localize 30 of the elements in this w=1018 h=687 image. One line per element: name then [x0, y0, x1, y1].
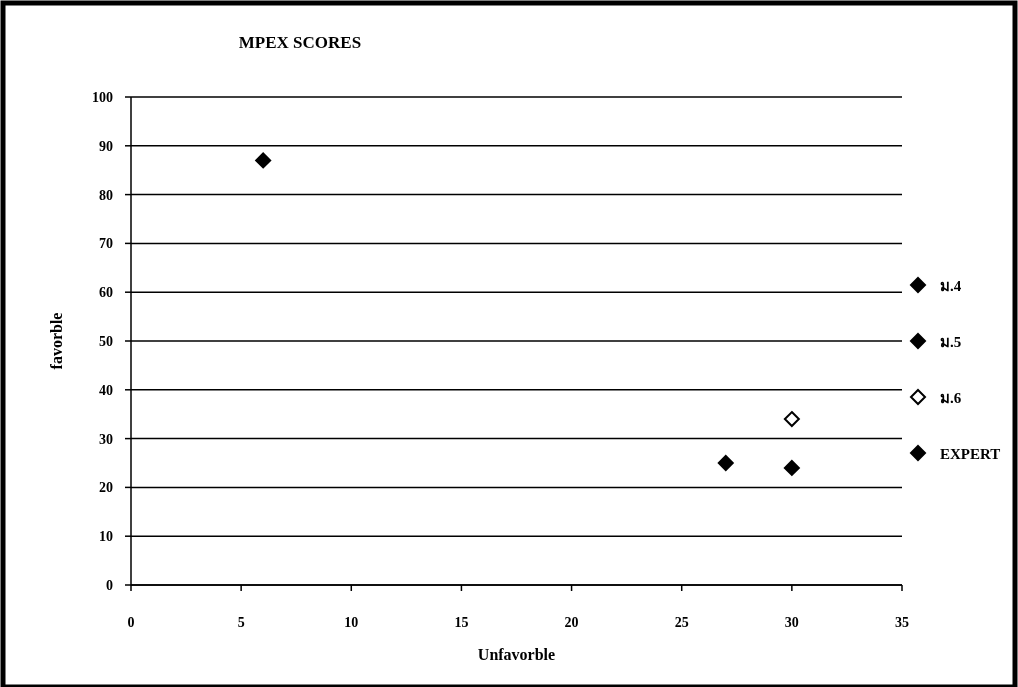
- x-tick-label: 25: [674, 615, 689, 630]
- y-tick-label: 90: [99, 138, 113, 154]
- legend-label: EXPERT: [940, 446, 1001, 462]
- legend-label: ม.6: [940, 390, 962, 406]
- legend-label: ม.4: [940, 278, 962, 294]
- y-axis-title: favorble: [48, 312, 65, 370]
- x-tick-label: 30: [784, 615, 799, 630]
- x-tick-label: 15: [454, 615, 469, 630]
- y-tick-label: 30: [99, 431, 113, 447]
- x-tick-label: 35: [895, 615, 909, 630]
- point: [255, 152, 272, 169]
- point: [717, 455, 734, 471]
- x-tick-label: 20: [564, 615, 579, 630]
- y-tick-label: 100: [92, 90, 113, 105]
- x-axis-title: Unfavorble: [477, 646, 556, 663]
- x-tick-label: 0: [127, 615, 135, 630]
- chart-title: MPEX SCORES: [238, 33, 362, 52]
- y-tick-label: 10: [99, 529, 113, 545]
- y-tick-label: 40: [99, 382, 113, 398]
- y-tick-label: 80: [99, 187, 113, 203]
- legend-label: ม.5: [940, 334, 962, 350]
- x-tick-label: 5: [237, 615, 245, 630]
- x-tick-label: 10: [344, 615, 359, 630]
- y-tick-label: 50: [99, 334, 113, 349]
- point: [783, 411, 800, 428]
- y-tick-label: 20: [99, 480, 113, 496]
- y-tick-label: 0: [106, 578, 113, 593]
- point: [783, 459, 800, 476]
- y-tick-label: 60: [99, 285, 113, 301]
- y-tick-label: 70: [99, 236, 113, 252]
